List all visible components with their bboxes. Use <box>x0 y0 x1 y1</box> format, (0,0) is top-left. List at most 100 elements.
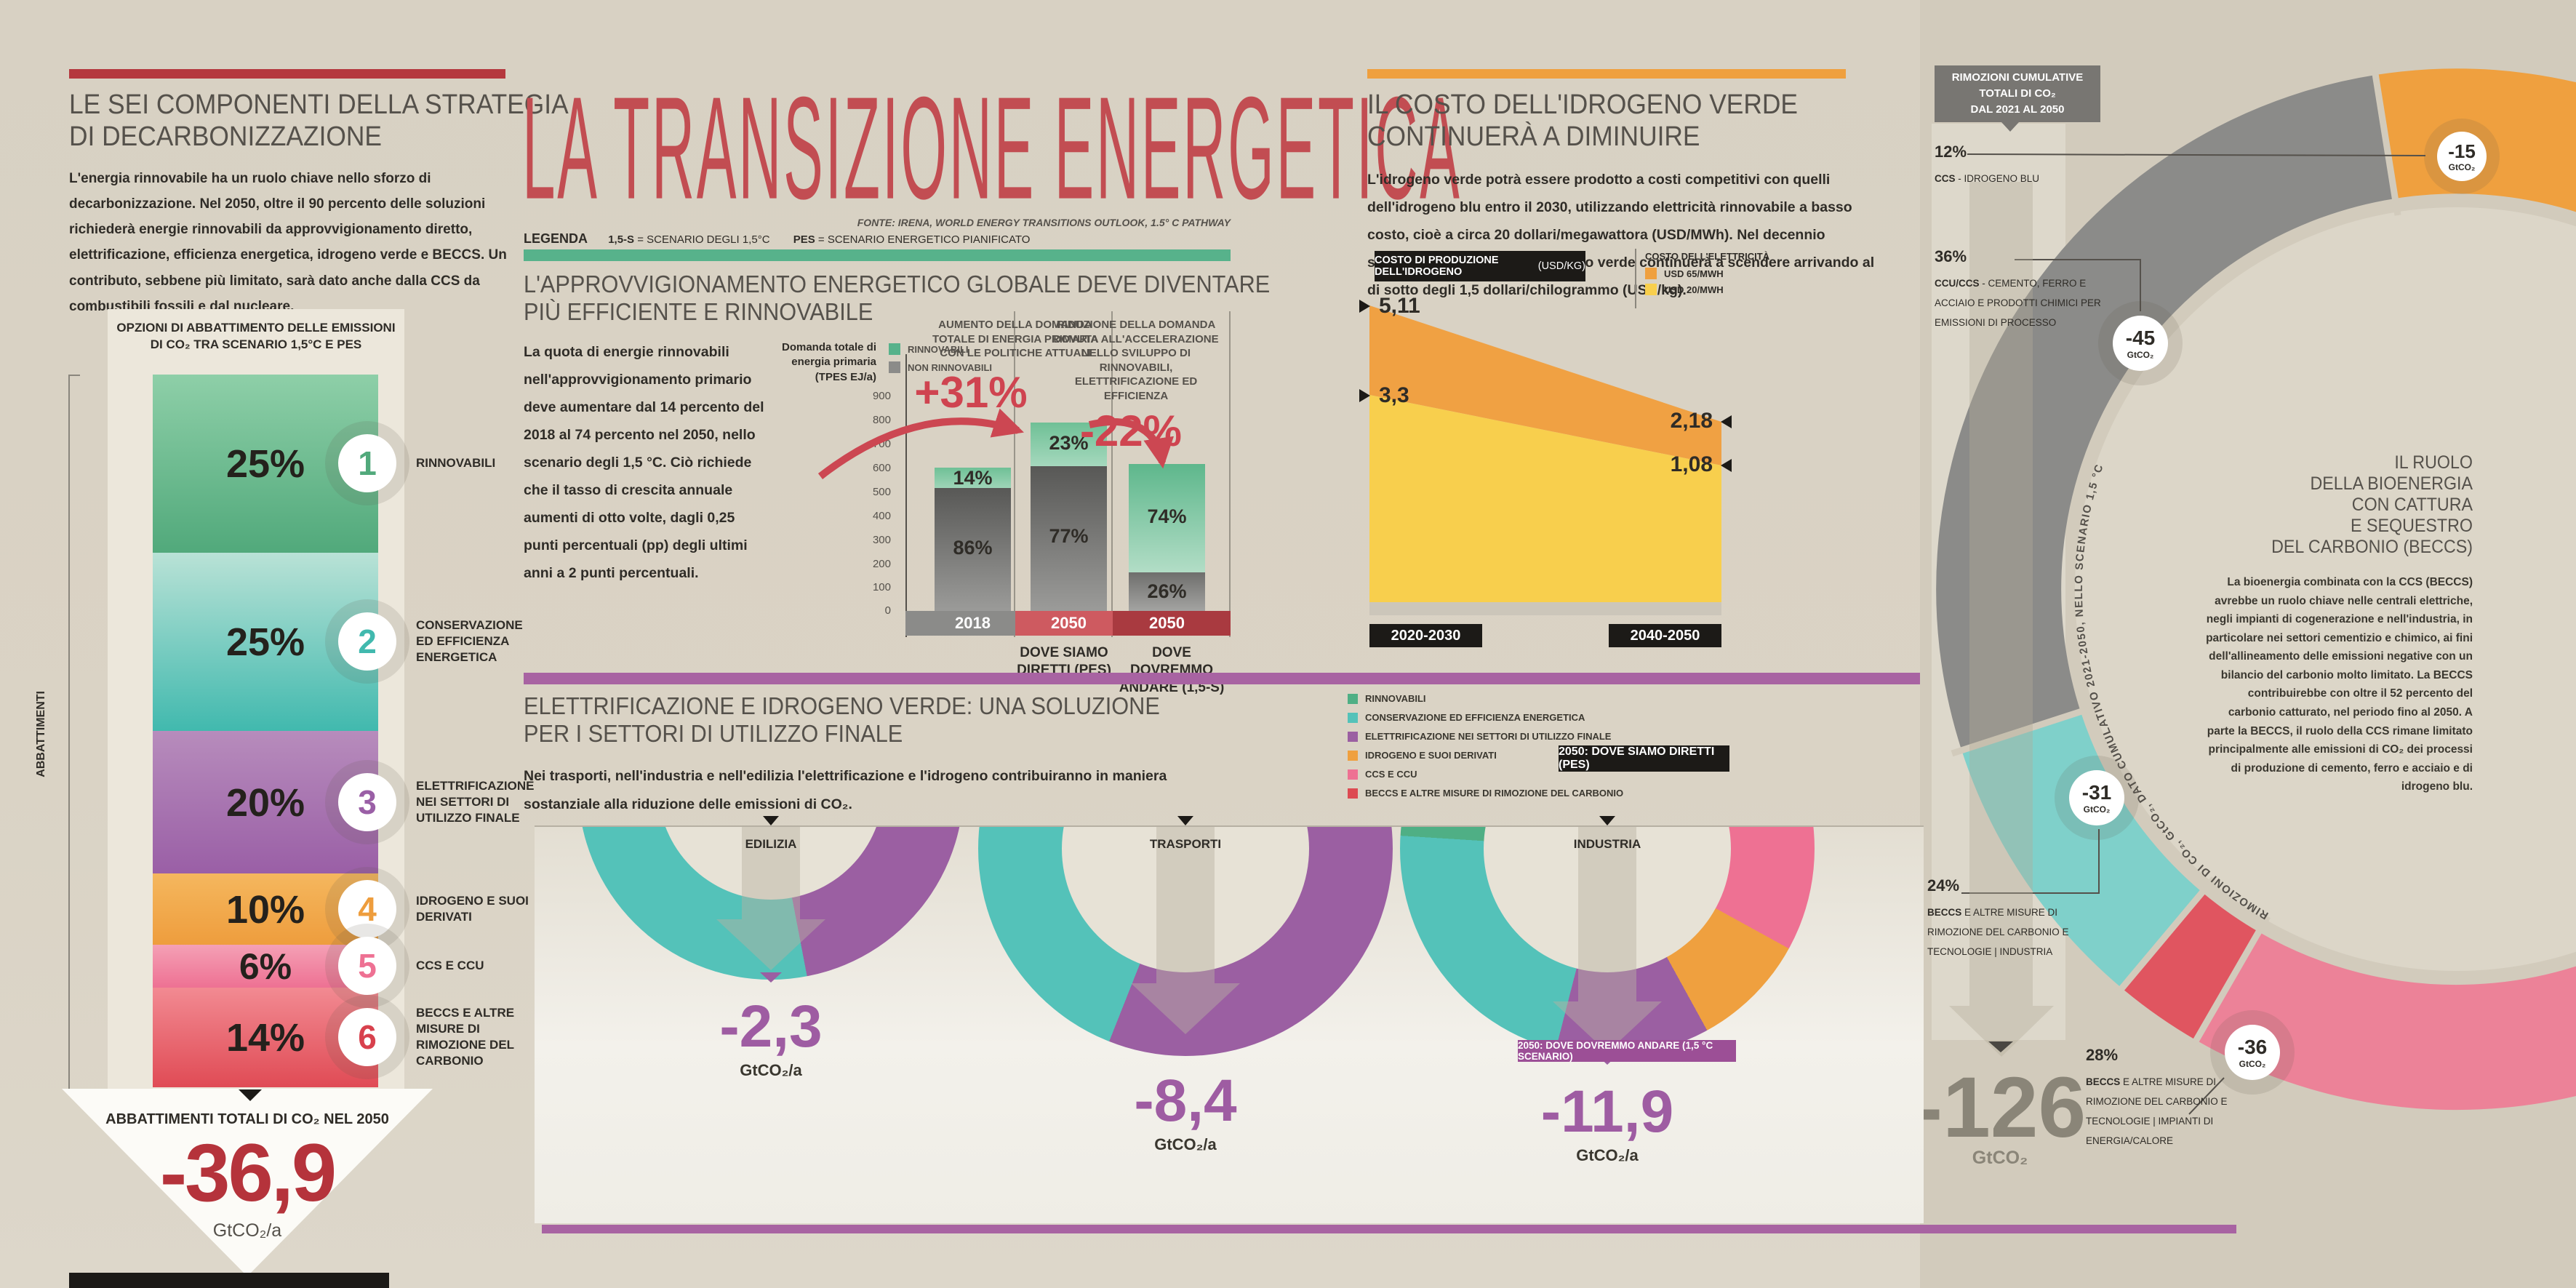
unit-15: GtCO₂ <box>2448 161 2476 172</box>
left-title-line1: LE SEI COMPONENTI DELLA STRATEGIA <box>69 89 569 120</box>
removals-badge-line2: TOTALI DI CO₂ <box>1979 87 2056 100</box>
segment-pct-1: 25% <box>225 442 305 486</box>
hydrogen-legend: COSTO DELL'ELETTRICITÀ USD 65/MWH USD 20… <box>1645 251 1769 295</box>
removal-12-rest: - IDROGENO BLU <box>1955 173 2040 184</box>
beccs-title-line5: DEL CARBONIO (BECCS) <box>2271 537 2473 557</box>
elec-swatch-3 <box>1348 732 1358 742</box>
hydrogen-legend-divider <box>1635 249 1636 308</box>
legend-label-renewables: RINNOVABILI <box>908 344 969 355</box>
year-2050pes: 2050 <box>1051 614 1087 632</box>
unit-31: GtCO₂ <box>2083 804 2111 815</box>
tick-500: 500 <box>872 486 891 498</box>
donut-trasporti-unit: GtCO₂/a <box>1154 1135 1217 1153</box>
removals-total-unit: GtCO₂ <box>1972 1148 2028 1168</box>
donut-edilizia-unit: GtCO₂/a <box>740 1061 802 1079</box>
segment-pct-5: 6% <box>239 946 292 987</box>
badge-pes: 2050: DOVE SIAMO DIRETTI (PES) <box>1559 745 1729 772</box>
hydrogen-accent-rule <box>1367 69 1846 79</box>
pct-205015s-nonrenew: 26% <box>1147 580 1187 602</box>
supply-ann2: RIDUZIONE DELLA DOMANDA DOVUTA ALL'ACCEL… <box>1053 319 1219 402</box>
segment-pct-6: 14% <box>225 1016 305 1060</box>
bar-205015s-nonrenew <box>1129 572 1205 611</box>
donut-edilizia-arrowhead-icon <box>716 919 825 970</box>
hydrogen-x-left-label: 2020-2030 <box>1391 627 1461 644</box>
segment-num-4: 4 <box>358 890 377 928</box>
tick-600: 600 <box>872 462 891 474</box>
hydrogen-chart-title: COSTO DI PRODUZIONE DELL'IDROGENO <box>1375 255 1499 278</box>
segment-circle-1: 1 <box>338 434 396 492</box>
donut-trasporti-value: -8,4 <box>1134 1068 1237 1134</box>
removal-12-bold: CCS <box>1935 173 1956 184</box>
removal-28-rest: E ALTRE MISURE DI RIMOZIONE DEL CARBONIO… <box>2086 1076 2228 1146</box>
area-usd65 <box>1369 305 1721 465</box>
tick-400: 400 <box>872 510 891 522</box>
legend-label-nonrenewables: NON RINNOVABILI <box>908 362 993 373</box>
segment-label-4: IDROGENO E SUOI DERIVATI <box>416 893 529 924</box>
segment-pct-3: 20% <box>225 781 305 825</box>
value-31: -31 <box>2081 780 2112 804</box>
donut-trasporti-arrow <box>1156 827 1215 983</box>
supply-legend: RINNOVABILI NON RINNOVABILI <box>889 343 992 373</box>
legend-swatch-renewables <box>889 343 900 355</box>
abatement-axis-label: ABBATTIMENTI <box>35 691 47 777</box>
segment-pct-2: 25% <box>225 620 305 664</box>
trasporti-pointer-icon <box>1177 816 1193 825</box>
donut-trasporti-pointer-icon <box>1175 1036 1196 1047</box>
supply-title-line2: PIÙ EFFICIENTE E RINNOVABILE <box>524 298 873 326</box>
total-label: ABBATTIMENTI TOTALI DI CO₂ NEL 2050 <box>105 1111 389 1127</box>
segment-num-5: 5 <box>358 947 377 985</box>
masthead-title: LA TRANSIZIONE ENERGETICA <box>522 65 1462 230</box>
value-circle-45: -45 GtCO₂ <box>2113 316 2168 371</box>
removal-24-rest: E ALTRE MISURE DI RIMOZIONE DEL CARBONIO… <box>1927 907 2069 957</box>
elec-legend-3: ELETTRIFICAZIONE NEI SETTORI DI UTILIZZO… <box>1365 731 1612 742</box>
donut-industria-unit: GtCO₂/a <box>1576 1146 1639 1164</box>
electrification-title: ELETTRIFICAZIONE E IDROGENO VERDE: UNA S… <box>524 692 1208 748</box>
segment-circle-4: 4 <box>338 880 396 938</box>
segment-label-2: CONSERVAZIONE ED EFFICIENZA ENERGETICA <box>416 617 523 665</box>
hydrogen-paragraph: L'idrogeno verde potrà essere prodotto a… <box>1367 172 1875 299</box>
legend-value-pes: = SCENARIO ENERGETICO PIANIFICATO <box>817 233 1031 246</box>
donut-industria-label: INDUSTRIA <box>1573 837 1641 851</box>
legend-swatch-nonrenewables <box>889 361 900 373</box>
badge-pes-label: 2050: DOVE SIAMO DIRETTI (PES) <box>1559 745 1715 771</box>
elec-legend-4: IDROGENO E SUOI DERIVATI <box>1365 750 1497 761</box>
electrification-paragraph: Nei trasporti, nell'industria e nell'edi… <box>524 768 1167 812</box>
donut-band: EDILIZIA -2,3 GtCO₂/a TRASPORTI -8,4 GtC… <box>535 825 1924 1223</box>
year-205015s: 2050 <box>1149 614 1185 632</box>
left-intro: L'energia rinnovabile ha un ruolo chiave… <box>69 171 507 314</box>
electrification-bottom-rule <box>542 1225 2236 1233</box>
elec-swatch-6 <box>1348 788 1358 799</box>
pct-2050pes-nonrenew: 77% <box>1049 525 1089 547</box>
tick-700: 700 <box>872 438 891 450</box>
supply-title-line1: L'APPROVVIGIONAMENTO ENERGETICO GLOBALE … <box>524 271 1271 297</box>
total-value: -36,9 <box>159 1127 337 1218</box>
electrification-legend: RINNOVABILI CONSERVAZIONE ED EFFICIENZA … <box>1348 689 1623 803</box>
removal-item-12-label: CCS - IDROGENO BLU <box>1935 169 2116 188</box>
segment-num-3: 3 <box>358 783 377 821</box>
pct-2050pes-renew: 23% <box>1049 432 1089 454</box>
legend-swatch-usd65 <box>1645 268 1657 279</box>
xband-2050pes <box>1015 611 1113 636</box>
footer-black-bar <box>69 1273 389 1288</box>
abatement-chart-title: OPZIONI DI ABBATTIMENTO DELLE EMISSIONI … <box>116 321 396 351</box>
value-circle-15: -15 GtCO₂ <box>2437 132 2487 181</box>
removal-item-12pct: 12% <box>1935 143 1967 161</box>
left-accent-rule <box>69 69 505 79</box>
supply-ylabel: Domanda totale di energia primaria (TPES… <box>782 341 877 383</box>
segment-label-3: ELETTRIFICAZIONE NEI SETTORI DI UTILIZZO… <box>416 778 535 825</box>
elec-swatch-1 <box>1348 694 1358 704</box>
removal-24-pct: 24% <box>1927 876 1960 895</box>
elec-legend-6: BECCS E ALTRE MISURE DI RIMOZIONE DEL CA… <box>1365 788 1624 799</box>
electrification-accent-rule <box>524 673 1920 684</box>
donut-industria-value: -11,9 <box>1540 1079 1674 1145</box>
segment-circle-3: 3 <box>338 773 396 831</box>
segment-label-1: RINNOVABILI <box>416 455 496 470</box>
removal-item-28-label: BECCS E ALTRE MISURE DI RIMOZIONE DEL CA… <box>2086 1072 2268 1151</box>
tick-0: 0 <box>884 604 891 617</box>
value-circle-31: -31 GtCO₂ <box>2069 770 2124 825</box>
removal-item-36-label: CCU/CCS - CEMENTO, FERRO E ACCIAIO E PRO… <box>1935 273 2105 332</box>
unit-45: GtCO₂ <box>2127 349 2154 360</box>
legend-label-usd65: USD 65/MWH <box>1664 268 1724 279</box>
value-45: -45 <box>2125 326 2156 349</box>
